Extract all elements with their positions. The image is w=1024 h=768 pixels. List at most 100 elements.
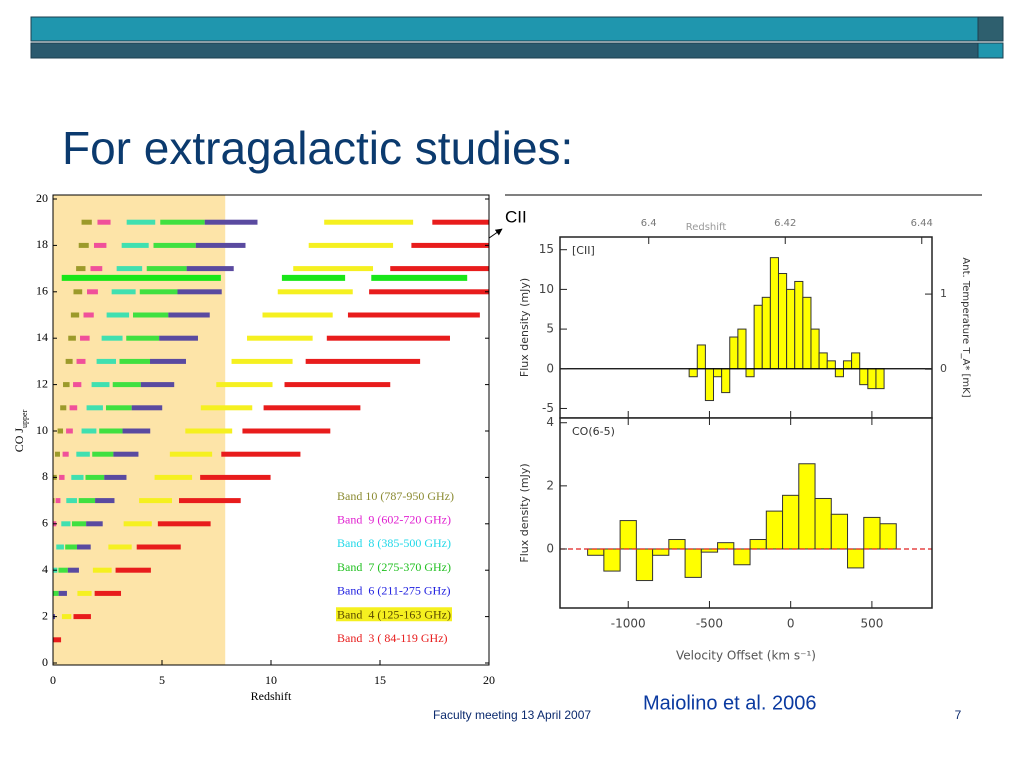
range-bar	[76, 266, 86, 272]
range-bar	[65, 358, 73, 364]
range-bar	[168, 312, 210, 318]
range-bar	[204, 219, 258, 225]
histogram-bar	[794, 280, 804, 370]
y2-tick-label: 1	[940, 287, 947, 300]
range-bar	[369, 289, 489, 295]
histogram-bar	[635, 548, 654, 582]
range-bar	[71, 474, 84, 480]
y-tick-label: 20	[36, 191, 48, 205]
histogram-bar	[786, 288, 796, 370]
cii-bar	[371, 274, 468, 281]
histogram-bar	[696, 344, 706, 370]
range-bar	[70, 312, 80, 318]
range-bar	[157, 521, 211, 527]
range-bar	[263, 405, 361, 411]
histogram-bar	[879, 523, 897, 550]
range-bar	[221, 451, 301, 457]
citation: Maiolino et al. 2006	[643, 692, 816, 714]
y2-tick-label: 0	[940, 362, 947, 375]
y-axis-label: CO Jupper	[12, 409, 29, 452]
range-bar	[59, 474, 65, 480]
x-tick-label: 500	[860, 617, 883, 631]
range-bar	[86, 405, 103, 411]
range-bar	[108, 544, 132, 550]
panel-title: CO(6-5)	[572, 425, 615, 438]
histogram-bar	[875, 368, 885, 390]
range-bar	[62, 451, 69, 457]
range-bar	[284, 382, 391, 388]
histogram-bar	[704, 368, 715, 402]
y-tick-label: 10	[539, 282, 554, 296]
range-bar	[139, 498, 173, 504]
range-bar	[71, 521, 87, 527]
histogram-bar	[802, 296, 812, 370]
y-tick-label: 0	[42, 655, 48, 669]
range-bar	[66, 428, 73, 434]
x-tick-label: 20	[483, 673, 495, 687]
range-bar	[80, 335, 90, 341]
range-bar	[66, 498, 77, 504]
y-axis-label-sub: upper	[20, 409, 29, 428]
panel-frame	[559, 417, 933, 609]
histogram-bar	[830, 513, 849, 550]
range-bar	[54, 451, 60, 457]
histogram-bar	[782, 494, 800, 550]
y-tick-label: 5	[546, 322, 554, 336]
range-bar	[247, 335, 313, 341]
banner-square	[977, 16, 1004, 42]
range-bar	[139, 289, 178, 295]
range-bar	[92, 567, 112, 573]
histogram-bar	[688, 368, 698, 378]
y-tick-label: 6	[42, 516, 48, 530]
range-bar	[154, 474, 193, 480]
range-bar	[90, 266, 103, 272]
histogram-bar	[753, 304, 763, 370]
range-bar	[91, 382, 110, 388]
histogram-bar	[842, 360, 853, 370]
range-bar	[53, 590, 59, 596]
range-bar	[121, 242, 149, 248]
range-bar	[56, 544, 64, 550]
range-bar	[83, 312, 94, 318]
range-bar	[126, 219, 156, 225]
histogram-bar	[745, 368, 755, 378]
range-bar	[177, 289, 222, 295]
range-bar	[308, 242, 394, 248]
histogram-bar	[769, 257, 779, 370]
range-bar	[116, 266, 143, 272]
x2-tick-label: 6.44	[911, 218, 933, 229]
histogram-bar	[729, 336, 739, 370]
range-bar	[95, 498, 115, 504]
range-bar	[200, 405, 253, 411]
y-tick-label: 15	[539, 242, 554, 256]
range-bar	[94, 590, 122, 596]
y-tick-label: -5	[542, 401, 554, 415]
y-tick-label: 10	[36, 423, 48, 437]
range-bar	[81, 428, 97, 434]
y-tick-label: 4	[546, 415, 554, 429]
y-tick-label: 12	[36, 376, 48, 390]
histogram-bar	[847, 548, 865, 569]
range-bar	[76, 544, 91, 550]
range-bar	[69, 405, 78, 411]
legend-label: Band 10 (787-950 GHz)	[337, 489, 454, 503]
panel-bg	[560, 418, 932, 608]
histogram-bar	[863, 516, 881, 550]
slide-title: For extragalactic studies:	[62, 122, 573, 174]
range-bar	[81, 219, 92, 225]
histogram-bar	[749, 539, 767, 550]
x2-tick-label: 6.4	[641, 218, 657, 229]
range-bar	[119, 358, 151, 364]
y-axis-label: Flux density (mJy)	[518, 278, 531, 377]
x-tick-label: 0	[50, 673, 56, 687]
range-bar	[87, 289, 98, 295]
range-bar	[57, 428, 64, 434]
histogram-bar	[713, 368, 723, 378]
legend-label: Band 3 ( 84-119 GHz)	[337, 631, 448, 645]
histogram-bar	[798, 463, 816, 550]
range-bar	[78, 242, 89, 248]
legend-label: Band 9 (602-720 GHz)	[337, 512, 451, 526]
range-bar	[111, 289, 136, 295]
